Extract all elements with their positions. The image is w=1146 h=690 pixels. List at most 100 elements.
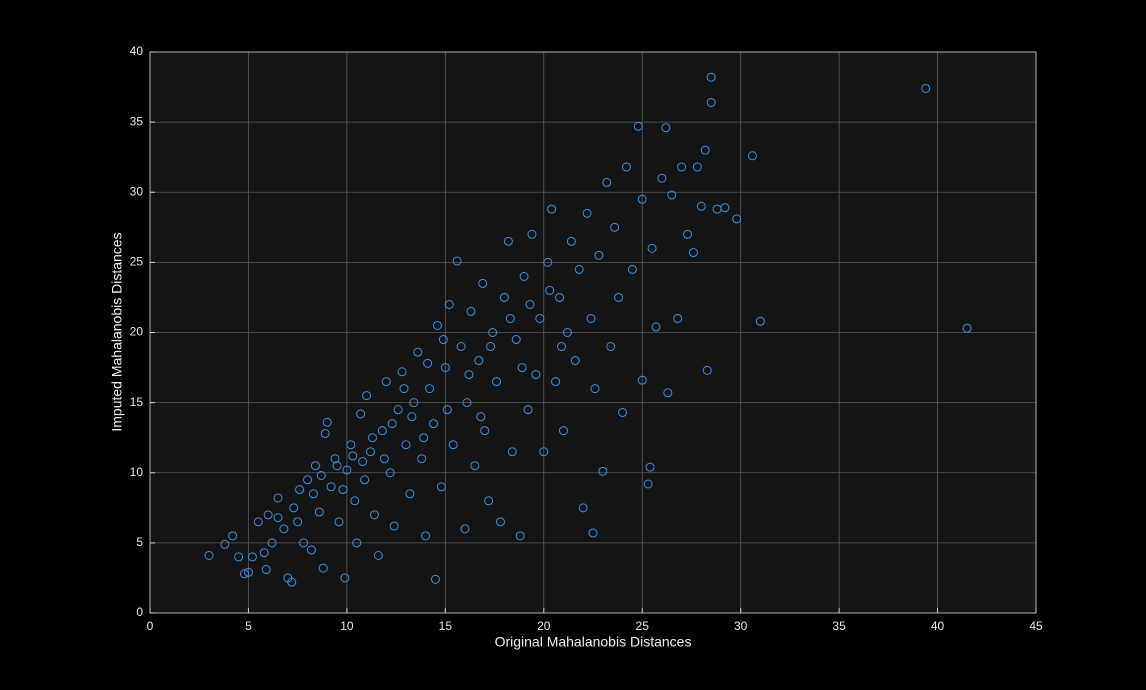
point (352, 538, 362, 548)
point (429, 419, 439, 429)
point (342, 465, 352, 475)
point (308, 489, 318, 499)
point (240, 569, 250, 579)
y-tick-label: 40 (130, 44, 144, 58)
point (566, 236, 576, 246)
point (527, 229, 537, 239)
point (523, 405, 533, 415)
point (362, 391, 372, 401)
point (484, 496, 494, 506)
point (220, 539, 230, 549)
plot-frame (149, 51, 1037, 614)
point (348, 451, 358, 461)
point (515, 531, 525, 541)
point (643, 479, 653, 489)
point (350, 496, 360, 506)
point (621, 162, 631, 172)
point (273, 513, 283, 523)
point (570, 356, 580, 366)
point (306, 545, 316, 555)
point (425, 384, 435, 394)
point (610, 222, 620, 232)
point (627, 264, 637, 274)
x-tick-label: 30 (734, 619, 748, 633)
x-tick-label: 10 (340, 619, 354, 633)
point (706, 72, 716, 82)
x-tick-label: 45 (1029, 619, 1043, 633)
point (436, 482, 446, 492)
point (578, 503, 588, 513)
point (505, 313, 515, 323)
point (407, 412, 417, 422)
point (421, 531, 431, 541)
point (558, 426, 568, 436)
point (438, 335, 448, 345)
point (299, 538, 309, 548)
point (330, 454, 340, 464)
point (367, 433, 377, 443)
point (588, 528, 598, 538)
point (511, 335, 521, 345)
point (442, 405, 452, 415)
point (334, 517, 344, 527)
point (657, 173, 667, 183)
point (645, 462, 655, 472)
point (413, 347, 423, 357)
point (405, 489, 415, 499)
point (755, 316, 765, 326)
point (637, 194, 647, 204)
y-tick-label: 10 (130, 465, 144, 479)
point (503, 236, 513, 246)
point (574, 264, 584, 274)
x-axis-title: Original Mahalanobis Distances (495, 634, 692, 650)
y-tick-label: 5 (136, 535, 143, 549)
point (547, 204, 557, 214)
point (295, 485, 305, 495)
point (448, 440, 458, 450)
point (556, 342, 566, 352)
point (263, 510, 273, 520)
point (962, 323, 972, 333)
point (444, 299, 454, 309)
point (474, 356, 484, 366)
point (545, 285, 555, 295)
y-tick-label: 20 (130, 325, 144, 339)
point (495, 517, 505, 527)
point (314, 507, 324, 517)
point (381, 377, 391, 387)
point (360, 475, 370, 485)
point (253, 517, 263, 527)
point (539, 447, 549, 457)
point (432, 320, 442, 330)
point (373, 550, 383, 560)
y-tick-label: 30 (130, 184, 144, 198)
point (486, 342, 496, 352)
point (464, 370, 474, 380)
point (519, 271, 529, 281)
point (326, 482, 336, 492)
point (702, 365, 712, 375)
y-tick-label: 25 (130, 255, 144, 269)
point (551, 377, 561, 387)
point (389, 521, 399, 531)
x-tick-label: 0 (147, 619, 154, 633)
point (452, 256, 462, 266)
point (466, 306, 476, 316)
point (462, 398, 472, 408)
point (369, 510, 379, 520)
point (470, 461, 480, 471)
point (293, 517, 303, 527)
point (419, 433, 429, 443)
point (401, 440, 411, 450)
point (590, 384, 600, 394)
point (478, 278, 488, 288)
point (399, 384, 409, 394)
point (525, 299, 535, 309)
point (316, 471, 326, 481)
point (614, 292, 624, 302)
point (921, 83, 931, 93)
point (460, 524, 470, 534)
point (338, 485, 348, 495)
point (720, 203, 730, 213)
point (663, 388, 673, 398)
